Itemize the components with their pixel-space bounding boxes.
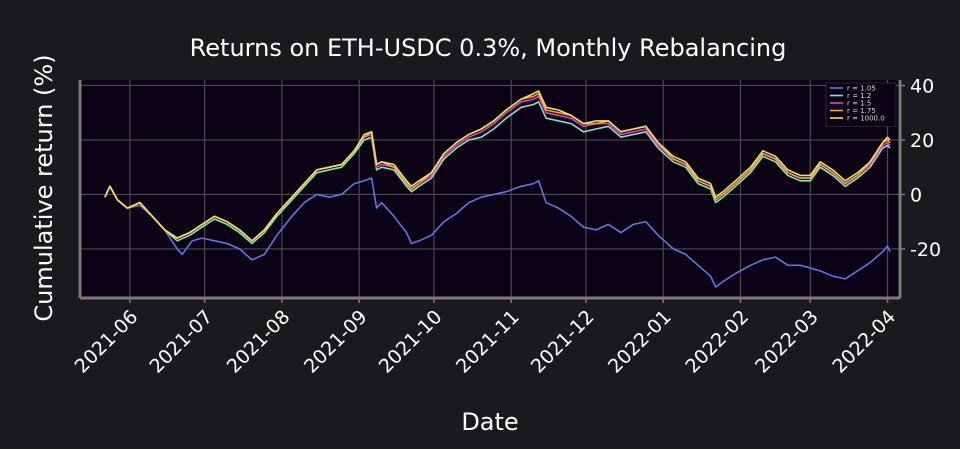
legend-entry: r = 1.05 <box>847 84 876 92</box>
y-axis-label: Cumulative return (%) <box>30 54 58 321</box>
series-line-5 <box>104 90 891 242</box>
legend: r = 1.05r = 1.2r = 1.5r = 1.75r = 1000.0 <box>825 82 897 127</box>
legend-entry: r = 1.2 <box>847 92 871 100</box>
series-lines <box>104 90 891 288</box>
y-axis-ticks: 40 20 0 -20 <box>900 75 941 261</box>
axes-spines <box>78 80 902 300</box>
series-line-1 <box>104 177 891 288</box>
legend-entry: r = 1000.0 <box>847 114 885 122</box>
plot-area <box>80 80 900 298</box>
legend-box <box>825 82 897 127</box>
y-tick-label: 40 <box>910 75 934 97</box>
x-axis-label: Date <box>461 408 518 436</box>
y-tick-label: 20 <box>910 130 934 152</box>
legend-entry: r = 1.75 <box>847 107 876 115</box>
y-tick-label: 0 <box>910 184 922 206</box>
series-line-2 <box>104 101 891 245</box>
y-tick-label: -20 <box>910 239 941 261</box>
legend-entry: r = 1.5 <box>847 99 871 107</box>
chart-title: Returns on ETH-USDC 0.3%, Monthly Rebala… <box>190 34 787 62</box>
